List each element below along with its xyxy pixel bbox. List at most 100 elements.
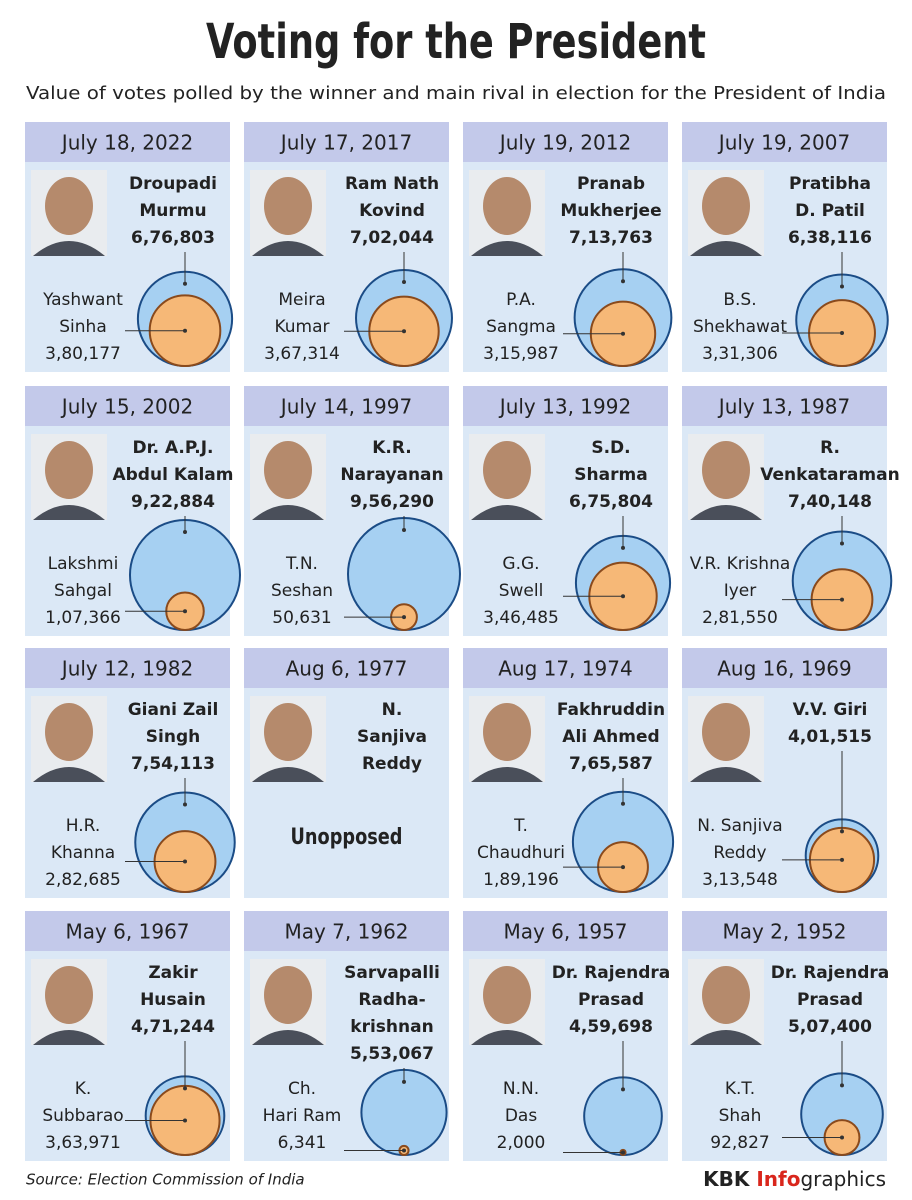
date: July 14, 1997	[279, 395, 412, 419]
portrait-face	[45, 966, 93, 1024]
winner-name: Kovind	[359, 201, 425, 221]
portrait-body	[690, 505, 762, 520]
winner-name: Zakir	[148, 963, 198, 983]
date: July 13, 1987	[717, 395, 850, 419]
pointer-dot	[621, 545, 625, 550]
brand-part: graphics	[800, 1167, 886, 1191]
winner-votes: 7,54,113	[131, 754, 215, 774]
portrait-face	[264, 177, 312, 235]
portrait-body	[252, 1030, 324, 1045]
portrait-body	[252, 241, 324, 256]
pointer-dot	[402, 1148, 406, 1153]
brand-part: KBK	[703, 1167, 756, 1191]
portrait-face	[264, 441, 312, 499]
rival-name: B.S.	[723, 290, 756, 310]
rival-votes: 2,82,685	[45, 870, 121, 890]
rival-name: N.N.	[503, 1079, 539, 1099]
winner-name: Dr. Rajendra	[771, 963, 890, 983]
panel-header	[244, 122, 449, 162]
winner-votes: 4,71,244	[131, 1017, 215, 1037]
rival-name: H.R.	[66, 816, 101, 836]
pointer-dot	[402, 528, 406, 532]
panel-header	[244, 648, 449, 688]
portrait-body	[471, 767, 543, 782]
panel-header	[682, 386, 887, 426]
portrait-face	[702, 966, 750, 1024]
rival-votes: 50,631	[272, 608, 331, 628]
winner-name: Narayanan	[340, 465, 443, 485]
panel-header	[463, 122, 668, 162]
portrait-face	[702, 703, 750, 761]
date: July 15, 2002	[60, 395, 193, 419]
rival-name: T.	[513, 816, 528, 836]
pointer-dot	[183, 1086, 187, 1091]
pointer-dot	[621, 279, 625, 284]
panel-header	[682, 648, 887, 688]
rival-name: T.N.	[285, 554, 318, 574]
panel-header	[244, 386, 449, 426]
portrait-face	[45, 703, 93, 761]
winner-name: Droupadi	[129, 174, 217, 194]
portrait-body	[690, 1030, 762, 1045]
pointer-dot	[183, 529, 187, 534]
rival-votes: 2,000	[497, 1133, 546, 1153]
winner-name: Radha-	[358, 990, 425, 1010]
winner-name: Prasad	[797, 990, 863, 1010]
pointer-dot	[183, 802, 187, 807]
subtitle: Value of votes polled by the winner and …	[26, 83, 886, 104]
rival-votes: 3,13,548	[702, 870, 778, 890]
rival-votes: 3,80,177	[45, 344, 121, 364]
date: Aug 17, 1974	[498, 657, 632, 681]
winner-name: S.D.	[591, 438, 630, 458]
winner-name: Venkataraman	[760, 465, 899, 485]
date: July 19, 2012	[498, 131, 631, 155]
portrait-body	[33, 1030, 105, 1045]
pointer-dot	[621, 801, 625, 806]
rival-votes: 1,07,366	[45, 608, 121, 628]
rival-name: Sinha	[59, 317, 106, 337]
rival-votes: 1,89,196	[483, 870, 559, 890]
pointer-dot	[183, 328, 187, 333]
portrait-body	[471, 241, 543, 256]
pointer-dot	[183, 609, 187, 614]
panel-header	[682, 911, 887, 951]
winner-votes: 4,01,515	[788, 727, 872, 747]
date: Aug 6, 1977	[286, 657, 408, 681]
winner-name: krishnan	[350, 1017, 433, 1037]
rival-name: Sangma	[486, 317, 556, 337]
winner-name: V.V. Giri	[793, 700, 868, 720]
portrait-body	[690, 767, 762, 782]
panel-header	[25, 122, 230, 162]
title: Voting for the President	[206, 14, 706, 70]
pointer-dot	[840, 829, 844, 834]
rival-name: Shekhawat	[693, 317, 787, 337]
rival-name: N. Sanjiva	[697, 816, 782, 836]
pointer-dot	[840, 541, 844, 546]
rival-name: Iyer	[724, 581, 757, 601]
winner-name: Prasad	[578, 990, 644, 1010]
rival-votes: 2,81,550	[702, 608, 778, 628]
rival-name: Seshan	[271, 581, 333, 601]
winner-votes: 6,76,803	[131, 228, 215, 248]
winner-name: Sanjiva	[357, 727, 427, 747]
winner-votes: 7,02,044	[350, 228, 434, 248]
portrait-face	[702, 177, 750, 235]
rival-name: Chaudhuri	[477, 843, 565, 863]
panel-header	[682, 122, 887, 162]
portrait-face	[483, 703, 531, 761]
panel-header	[25, 648, 230, 688]
rival-name: P.A.	[506, 290, 536, 310]
winner-votes: 9,22,884	[131, 492, 215, 512]
pointer-dot	[840, 857, 844, 862]
winner-name: Sharma	[574, 465, 647, 485]
rival-name: G.G.	[502, 554, 539, 574]
pointer-dot	[183, 1118, 187, 1123]
pointer-dot	[840, 1083, 844, 1088]
brand: KBK Infographics	[703, 1167, 886, 1191]
brand-part: Info	[756, 1167, 800, 1191]
winner-name: Husain	[140, 990, 206, 1010]
winner-name: Giani Zail	[128, 700, 219, 720]
winner-name: Murmu	[139, 201, 206, 221]
pointer-dot	[840, 331, 844, 336]
